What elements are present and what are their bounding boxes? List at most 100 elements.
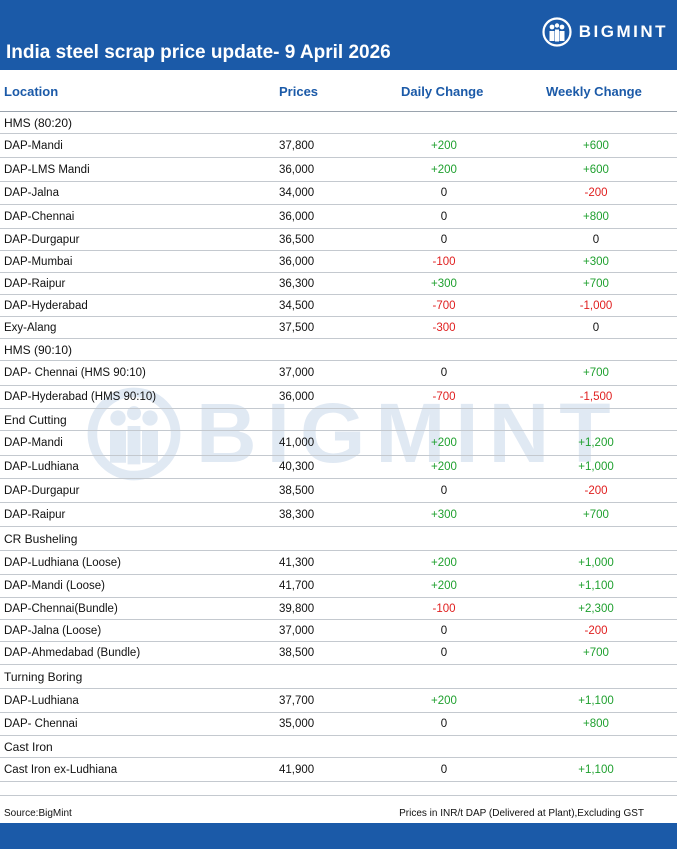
daily-change-cell: 0	[440, 647, 448, 659]
column-header-prices: Prices	[279, 84, 319, 99]
daily-change-cell: +200	[431, 139, 457, 152]
table-row: DAP-Ludhiana (Loose) 41,300 +200 +1,000	[0, 551, 677, 575]
table-row: DAP-Durgapur 38,500 0 -200	[0, 479, 677, 503]
table-row: DAP-Hyderabad 34,500 -700 -1,000	[0, 295, 677, 317]
location-cell: Exy-Alang	[4, 321, 57, 334]
location-cell: DAP-LMS Mandi	[4, 163, 90, 176]
daily-change-cell: 0	[440, 718, 448, 730]
table-row: DAP-Chennai 36,000 0 +800	[0, 205, 677, 229]
weekly-change-cell: +300	[583, 255, 609, 268]
table-row: DAP-Mandi 37,800 +200 +600	[0, 134, 677, 158]
price-cell: 34,000	[279, 187, 315, 199]
daily-change-cell: +200	[431, 437, 457, 449]
table-row: DAP-Mandi (Loose) 41,700 +200 +1,100	[0, 575, 677, 598]
price-cell: 37,000	[279, 624, 315, 637]
daily-change-cell: 0	[440, 233, 448, 246]
section-row: Cast Iron	[0, 736, 677, 758]
price-cell: 37,500	[279, 321, 315, 334]
price-cell: 41,700	[279, 580, 315, 592]
table-row: DAP-Ludhiana 37,700 +200 +1,100	[0, 689, 677, 713]
price-cell: 36,300	[279, 277, 315, 290]
table-row: DAP-Raipur 36,300 +300 +700	[0, 273, 677, 295]
weekly-change-cell: +2,300	[578, 602, 614, 615]
price-cell: 41,900	[279, 763, 315, 776]
weekly-change-cell: +1,100	[578, 580, 614, 592]
table-row: Exy-Alang 37,500 -300 0	[0, 317, 677, 339]
weekly-change-cell: +1,000	[578, 556, 614, 569]
daily-change-cell: 0	[440, 210, 448, 223]
location-cell: DAP-Chennai(Bundle)	[4, 602, 118, 615]
brand-name: BIGMINT	[578, 22, 668, 41]
price-cell: 36,000	[279, 210, 315, 223]
section-label: End Cutting	[4, 412, 67, 427]
table-row: DAP-Ahmedabad (Bundle) 38,500 0 +700	[0, 642, 677, 665]
daily-change-cell: +200	[431, 694, 457, 707]
weekly-change-cell: 0	[592, 321, 600, 334]
table-row: DAP-Durgapur 36,500 0 0	[0, 229, 677, 251]
section-row: Turning Boring	[0, 665, 677, 689]
table-header: Location Prices Daily Change Weekly Chan…	[0, 70, 677, 112]
price-cell: 36,500	[279, 233, 315, 246]
price-cell: 34,500	[279, 299, 315, 312]
weekly-change-cell: +800	[583, 210, 609, 223]
price-cell: 36,000	[279, 391, 315, 403]
daily-change-cell: -700	[432, 391, 456, 403]
table-row: DAP-Chennai(Bundle) 39,800 -100 +2,300	[0, 598, 677, 620]
table-row: Cast Iron ex-Ludhiana 41,900 0 +1,100	[0, 758, 677, 782]
table-row: DAP- Chennai (HMS 90:10) 37,000 0 +700	[0, 361, 677, 386]
weekly-change-cell: +1,100	[578, 694, 614, 707]
price-table: HMS (80:20) DAP-Mandi 37,800 +200 +600 DAP-LM…	[0, 112, 677, 782]
section-label: Cast Iron	[4, 739, 53, 754]
price-cell: 39,800	[279, 602, 315, 615]
daily-change-cell: -100	[432, 255, 456, 268]
price-cell: 38,300	[279, 508, 315, 521]
table-row: DAP-Mumbai 36,000 -100 +300	[0, 251, 677, 273]
weekly-change-cell: +700	[583, 647, 609, 659]
price-cell: 37,800	[279, 139, 315, 152]
daily-change-cell: 0	[440, 763, 448, 776]
daily-change-cell: 0	[440, 484, 448, 497]
weekly-change-cell: +1,100	[578, 763, 614, 776]
location-cell: DAP- Chennai (HMS 90:10)	[4, 367, 146, 379]
table-row: DAP-Raipur 38,300 +300 +700	[0, 503, 677, 527]
daily-change-cell: 0	[440, 187, 448, 199]
weekly-change-cell: +700	[583, 508, 609, 521]
price-cell: 35,000	[279, 718, 315, 730]
section-label: Turning Boring	[4, 669, 83, 684]
section-row: HMS (80:20)	[0, 112, 677, 134]
weekly-change-cell: -1,000	[579, 299, 613, 312]
price-cell: 38,500	[279, 647, 315, 659]
daily-change-cell: +200	[431, 556, 457, 569]
section-row: HMS (90:10)	[0, 339, 677, 361]
bottom-bar	[0, 823, 677, 849]
location-cell: DAP-Hyderabad	[4, 299, 88, 312]
daily-change-cell: +200	[431, 163, 457, 176]
daily-change-cell: 0	[440, 624, 448, 637]
location-cell: DAP-Ludhiana	[4, 694, 79, 707]
price-cell: 36,000	[279, 163, 315, 176]
daily-change-cell: +300	[431, 508, 457, 521]
section-row: End Cutting	[0, 409, 677, 431]
daily-change-cell: -300	[432, 321, 456, 334]
daily-change-cell: +300	[431, 277, 457, 290]
bigmint-logo-icon	[542, 17, 572, 47]
location-cell: DAP- Chennai	[4, 718, 78, 730]
location-cell: DAP-Raipur	[4, 277, 66, 290]
page-title: India steel scrap price update- 9 April …	[6, 42, 391, 63]
section-label: CR Busheling	[4, 531, 78, 546]
location-cell: DAP-Durgapur	[4, 233, 80, 246]
column-header-daily-change: Daily Change	[401, 84, 484, 99]
daily-change-cell: +200	[431, 461, 457, 473]
location-cell: DAP-Durgapur	[4, 484, 80, 497]
price-cell: 41,000	[279, 437, 315, 449]
header-banner: India steel scrap price update- 9 April …	[0, 0, 677, 70]
price-cell: 36,000	[279, 255, 315, 268]
daily-change-cell: +200	[431, 580, 457, 592]
location-cell: DAP-Raipur	[4, 508, 66, 521]
weekly-change-cell: +600	[583, 163, 609, 176]
location-cell: DAP-Mandi (Loose)	[4, 580, 105, 592]
section-label: HMS (90:10)	[4, 342, 73, 357]
weekly-change-cell: +1,000	[578, 461, 614, 473]
price-cell: 38,500	[279, 484, 315, 497]
section-row: CR Busheling	[0, 527, 677, 551]
